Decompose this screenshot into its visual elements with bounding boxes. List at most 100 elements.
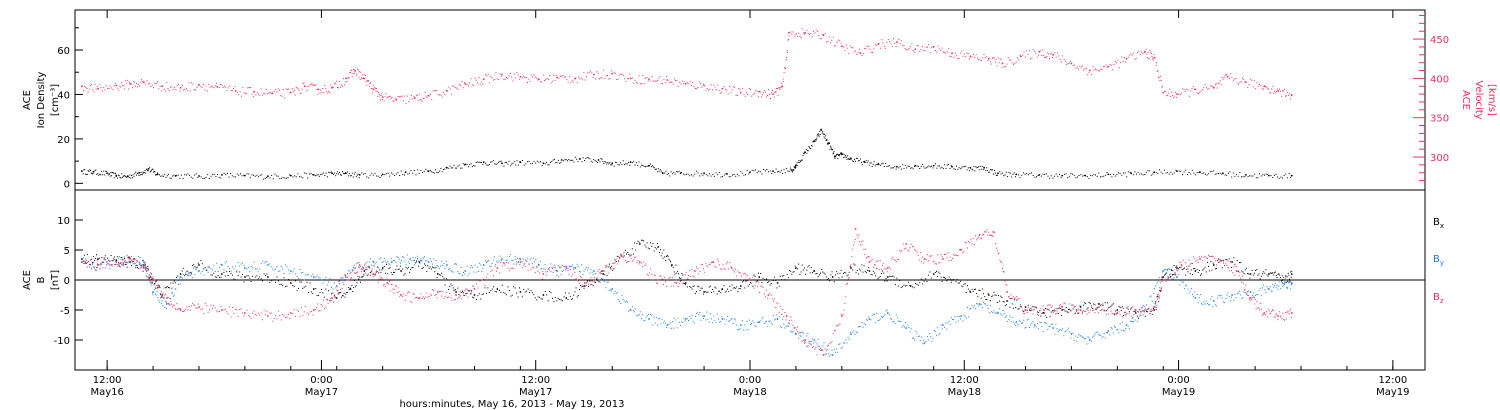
bx-sample (831, 271, 833, 273)
density-sample (381, 175, 382, 177)
by-sample (455, 263, 456, 265)
bx-sample (820, 272, 821, 274)
velocity-sample (425, 95, 427, 97)
velocity-sample (949, 56, 951, 58)
bx-sample (1162, 276, 1164, 278)
density-sample (830, 145, 831, 147)
velocity-sample (265, 89, 267, 90)
by-sample (640, 318, 642, 320)
by-sample (306, 274, 308, 276)
by-sample (312, 273, 314, 275)
bx-sample (363, 274, 365, 276)
velocity-sample (328, 90, 330, 92)
density-sample (168, 173, 170, 175)
bx-sample (760, 273, 762, 274)
by-sample (287, 269, 289, 271)
by-sample (671, 321, 673, 322)
density-sample (1132, 174, 1134, 176)
by-sample (285, 264, 287, 266)
velocity-sample (1116, 62, 1117, 64)
by-sample (498, 260, 500, 262)
by-sample (184, 275, 186, 277)
bx-sample (960, 280, 962, 282)
density-sample (746, 170, 748, 171)
bx-sample (254, 276, 256, 278)
bx-sample (577, 295, 579, 297)
density-sample (975, 166, 977, 168)
by-sample (1225, 298, 1227, 299)
bx-sample (738, 288, 740, 290)
bx-sample (213, 272, 215, 274)
bz-sample (110, 264, 112, 266)
by-point (390, 261, 393, 263)
density-sample (860, 162, 862, 163)
bx-sample (1046, 316, 1048, 318)
bx-sample (1081, 311, 1083, 313)
bz-sample (346, 273, 348, 274)
bx-sample (411, 267, 413, 269)
velocity-point (216, 86, 219, 88)
bx-sample (735, 287, 737, 289)
density-sample (758, 170, 760, 172)
bz-sample (751, 282, 753, 284)
by-sample (1043, 321, 1045, 323)
bz-sample (919, 252, 921, 254)
density-sample (200, 176, 202, 178)
bx-sample (938, 271, 940, 273)
bx-sample (1096, 306, 1098, 308)
bz-sample (739, 272, 741, 274)
velocity-sample (311, 83, 313, 85)
density-sample (308, 173, 310, 175)
bz-sample (469, 290, 471, 292)
by-sample (1167, 268, 1169, 270)
by-sample (1019, 320, 1021, 322)
by-sample (693, 322, 695, 324)
bz-sample (146, 276, 148, 278)
bz-sample (585, 284, 587, 286)
velocity-point (413, 97, 416, 99)
velocity-sample (658, 77, 660, 79)
density-sample (149, 171, 151, 173)
bx-sample (526, 290, 528, 292)
bz-sample (323, 299, 324, 301)
bx-sample (154, 283, 156, 284)
bz-sample (384, 286, 386, 287)
velocity-sample (856, 53, 858, 55)
bx-sample (1132, 317, 1134, 319)
bz-sample (933, 261, 935, 263)
bz-sample (342, 277, 344, 279)
bx-sample (638, 241, 640, 243)
bx-sample (916, 283, 918, 285)
by-sample (131, 259, 132, 261)
density-sample (174, 175, 176, 177)
bx-point (143, 264, 145, 266)
density-sample (220, 177, 222, 179)
by-sample (315, 276, 317, 278)
bx-sample (1015, 307, 1017, 308)
by-sample (341, 277, 343, 279)
by-sample (124, 256, 126, 258)
density-sample (842, 153, 844, 155)
by-sample (592, 273, 594, 275)
density-sample (712, 174, 714, 175)
bx-sample (1144, 315, 1146, 317)
bx-sample (341, 295, 343, 297)
bx-sample (1121, 306, 1123, 308)
velocity-sample (435, 90, 437, 91)
velocity-sample (778, 87, 780, 89)
bz-sample (118, 264, 119, 266)
bx-sample (830, 274, 832, 276)
bz-sample (894, 259, 896, 261)
bz-sample (533, 267, 535, 269)
velocity-sample (1045, 57, 1047, 59)
density-sample (564, 159, 566, 161)
velocity-sample (788, 35, 790, 37)
by-sample (1273, 287, 1275, 289)
bx-sample (713, 291, 715, 293)
by-sample (762, 316, 764, 318)
velocity-sample (691, 85, 692, 86)
bz-sample (477, 287, 479, 289)
density-sample (1224, 174, 1226, 176)
density-sample (1134, 171, 1136, 173)
velocity-sample (252, 96, 254, 98)
